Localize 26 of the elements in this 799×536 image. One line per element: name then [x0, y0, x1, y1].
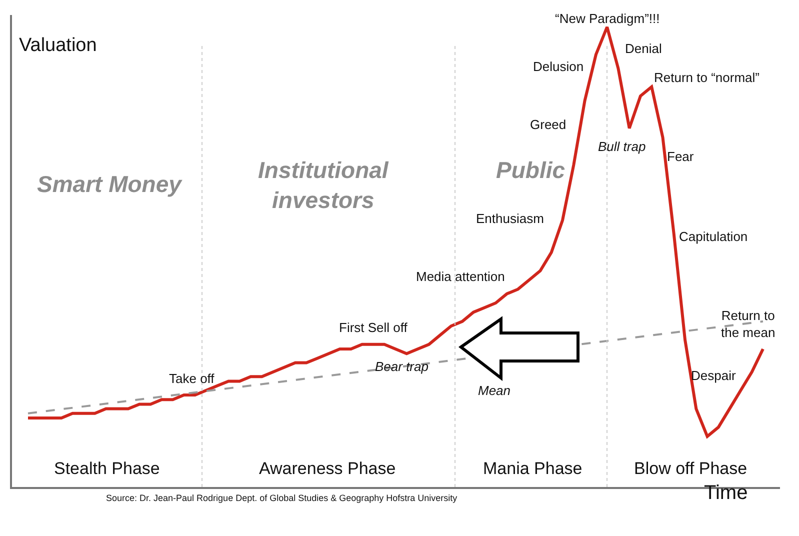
annotation: Awareness Phase	[259, 459, 396, 478]
annotation: Stealth Phase	[54, 459, 160, 478]
annotation: Enthusiasm	[476, 211, 544, 226]
annotation: Return to “normal”	[654, 70, 760, 85]
annotation: Capitulation	[679, 229, 748, 244]
annotation: Media attention	[416, 269, 505, 284]
x-axis-title: Time	[704, 482, 748, 504]
annotation: Take off	[169, 371, 215, 386]
annotation: Delusion	[533, 59, 584, 74]
source-note: Source: Dr. Jean-Paul Rodrigue Dept. of Global Studies & Geography Hofstra University	[106, 493, 458, 503]
annotation: Fear	[667, 149, 694, 164]
annotation: Smart Money	[37, 171, 183, 197]
y-axis-title: Valuation	[19, 35, 97, 56]
annotation: Despair	[691, 368, 736, 383]
annotation: First Sell off	[339, 320, 408, 335]
annotation: Bear trap	[375, 359, 428, 374]
annotation: Mania Phase	[483, 459, 582, 478]
annotation: Denial	[625, 41, 662, 56]
annotation: Bull trap	[598, 139, 646, 154]
annotation: Blow off Phase	[634, 459, 748, 478]
text: “New Paradigm”!!!	[555, 11, 660, 26]
annotation: Return to the mean	[721, 308, 776, 340]
annotation: Institutional investors	[258, 157, 389, 213]
annotation: Public	[496, 157, 566, 183]
annotation: Greed	[530, 117, 566, 132]
annotation: Mean	[478, 383, 511, 398]
